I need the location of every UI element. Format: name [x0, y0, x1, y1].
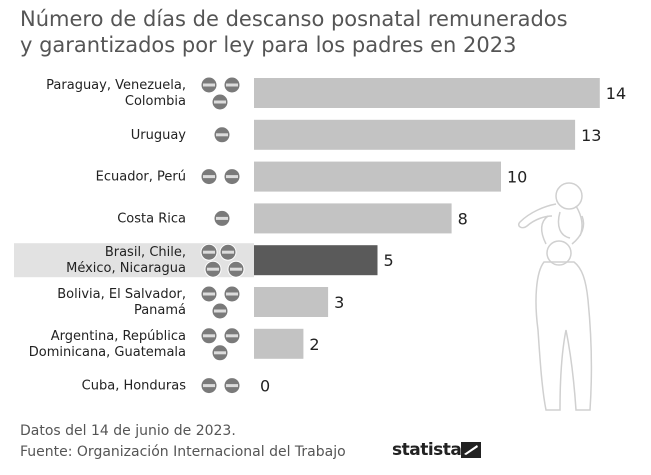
flag-stripe-icon	[226, 292, 238, 296]
value-label: 2	[309, 335, 319, 354]
bar	[254, 78, 600, 108]
flag-stripe-icon	[207, 267, 219, 271]
chart-footer: Datos del 14 de junio de 2023. Fuente: O…	[20, 421, 346, 463]
category-label: Panamá	[134, 303, 186, 318]
flag-stripe-icon	[203, 384, 215, 388]
flag-stripe-icon	[214, 100, 226, 104]
category-label: Cuba, Honduras	[82, 379, 187, 394]
flag-stripe-icon	[216, 216, 228, 220]
flag-stripe-icon	[203, 292, 215, 296]
flag-stripe-icon	[203, 175, 215, 179]
flag-stripe-icon	[214, 309, 226, 313]
value-label: 13	[581, 126, 601, 145]
source-note: Fuente: Organización Internacional del T…	[20, 444, 346, 460]
date-note: Datos del 14 de junio de 2023.	[20, 423, 236, 439]
category-label: Colombia	[125, 94, 186, 109]
bar	[254, 161, 501, 192]
category-label: Brasil, Chile,	[105, 245, 186, 260]
value-label: 5	[384, 251, 394, 270]
category-label: Ecuador, Perú	[96, 170, 186, 185]
statista-logo-icon	[461, 442, 481, 458]
category-label: Costa Rica	[117, 211, 186, 226]
flag-stripe-icon	[226, 384, 238, 388]
statista-logo-text: statista	[392, 440, 462, 460]
title-line-2: y garantizados por ley para los padres e…	[20, 33, 517, 57]
bar	[254, 203, 452, 234]
category-label: Uruguay	[131, 128, 187, 143]
value-label: 14	[606, 84, 626, 103]
value-label: 10	[507, 168, 527, 187]
flag-stripe-icon	[226, 334, 238, 338]
flag-stripe-icon	[216, 133, 228, 137]
category-label: Dominicana, Guatemala	[29, 345, 186, 360]
bar	[254, 245, 378, 276]
category-label: Bolivia, El Salvador,	[57, 287, 186, 302]
flag-stripe-icon	[222, 250, 234, 254]
flag-stripe-icon	[230, 267, 242, 271]
category-label: Argentina, República	[51, 329, 186, 344]
bar	[254, 119, 576, 150]
flag-stripe-icon	[226, 83, 238, 87]
value-label: 0	[260, 377, 270, 396]
value-label: 8	[458, 209, 468, 228]
flag-stripe-icon	[203, 250, 215, 254]
flag-stripe-icon	[214, 351, 226, 355]
bar	[254, 328, 304, 359]
bar	[254, 287, 329, 317]
flag-stripe-icon	[203, 83, 215, 87]
category-label: Paraguay, Venezuela,	[46, 78, 186, 93]
flag-stripe-icon	[226, 175, 238, 179]
title-line-1: Número de días de descanso posnatal remu…	[20, 7, 568, 31]
father-baby-illustration	[517, 182, 593, 411]
chart-title: Número de días de descanso posnatal remu…	[20, 6, 620, 58]
flag-stripe-icon	[203, 334, 215, 338]
value-label: 3	[334, 293, 344, 312]
category-label: México, Nicaragua	[66, 261, 186, 276]
